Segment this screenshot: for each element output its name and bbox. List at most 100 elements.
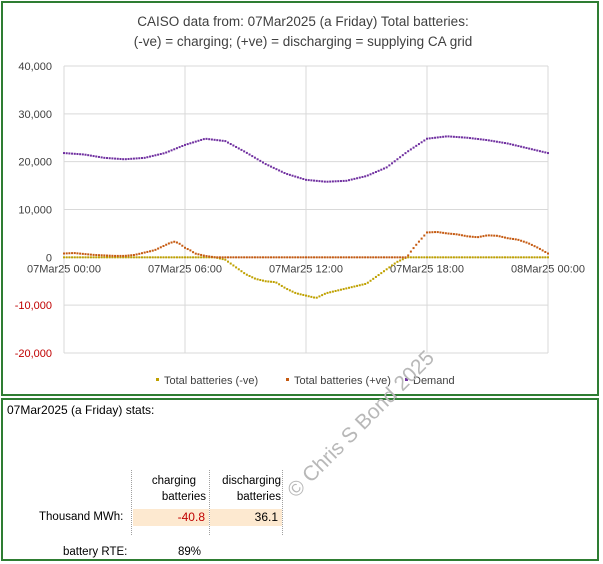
series-2-point	[372, 172, 375, 175]
series-2-point	[302, 178, 305, 181]
series-0-point	[165, 256, 168, 259]
series-1-point	[264, 256, 267, 259]
series-1-point	[434, 231, 437, 234]
series-2-point	[65, 152, 68, 155]
series-0-point	[353, 285, 356, 288]
series-0-point	[286, 288, 289, 291]
series-2-point	[501, 141, 504, 144]
series-0-point	[151, 256, 154, 259]
series-0-point	[202, 256, 205, 259]
chart-frame: CAISO data from: 07Mar2025 (a Friday) To…	[1, 1, 599, 396]
series-1-point	[218, 256, 221, 259]
series-2-point	[210, 138, 213, 141]
series-2-point	[135, 157, 138, 160]
series-0-point	[103, 256, 106, 259]
series-0-point	[256, 278, 259, 281]
series-1-point	[140, 252, 143, 255]
series-2-point	[485, 138, 488, 141]
series-0-point	[194, 256, 197, 259]
series-2-point	[189, 142, 192, 145]
series-2-point	[272, 166, 275, 169]
divider-right	[282, 470, 283, 535]
series-2-point	[97, 155, 100, 158]
series-1-point	[323, 256, 326, 259]
series-1-point	[216, 256, 219, 259]
series-0-point	[547, 256, 549, 259]
series-1-point	[299, 256, 302, 259]
series-0-point	[538, 256, 541, 259]
series-0-point	[374, 275, 377, 278]
series-0-point	[288, 289, 291, 292]
series-1-point	[463, 234, 466, 237]
series-0-point	[119, 256, 122, 259]
series-0-point	[167, 256, 170, 259]
series-2-point	[442, 135, 445, 138]
series-1-point	[415, 243, 418, 246]
series-2-point	[436, 136, 439, 139]
series-1-point	[439, 231, 442, 234]
series-0-point	[146, 256, 149, 259]
series-1-point	[143, 251, 146, 254]
series-2-point	[487, 139, 490, 142]
series-0-point	[407, 256, 410, 259]
series-0-point	[334, 289, 337, 292]
series-2-point	[428, 137, 431, 140]
series-2-point	[167, 150, 170, 153]
series-0-point	[240, 270, 243, 273]
series-2-point	[522, 146, 525, 149]
series-2-point	[296, 176, 299, 179]
series-2-point	[178, 146, 181, 149]
divider-mid	[209, 470, 210, 535]
series-0-point	[520, 256, 523, 259]
series-2-point	[434, 136, 437, 139]
series-0-point	[450, 256, 453, 259]
series-2-point	[286, 173, 289, 176]
series-2-point	[202, 138, 205, 141]
series-0-point	[127, 256, 130, 259]
series-2-point	[356, 177, 359, 180]
series-1-point	[89, 253, 92, 256]
series-0-point	[321, 294, 324, 297]
series-0-point	[100, 256, 103, 259]
series-1-point	[455, 233, 458, 236]
series-0-point	[302, 293, 305, 296]
series-1-point	[423, 234, 426, 237]
series-2-point	[514, 144, 517, 147]
series-1-point	[353, 256, 356, 259]
series-0-point	[106, 256, 109, 259]
series-1-point	[313, 256, 316, 259]
series-1-point	[506, 237, 509, 240]
series-0-point	[237, 268, 240, 271]
series-0-point	[399, 259, 402, 262]
series-2-point	[412, 146, 415, 149]
series-0-point	[192, 256, 195, 259]
series-2-point	[200, 138, 203, 141]
series-1-point	[159, 246, 162, 249]
series-1-point	[106, 254, 109, 257]
series-0-point	[501, 256, 504, 259]
series-0-point	[485, 256, 488, 259]
y-tick-label: 0	[46, 252, 52, 264]
series-0-point	[401, 258, 404, 261]
series-0-point	[369, 279, 372, 282]
legend-label: Total batteries (+ve)	[294, 375, 391, 387]
series-2-point	[288, 173, 291, 176]
series-0-point	[267, 280, 270, 283]
series-1-point	[173, 240, 176, 243]
series-2-point	[417, 143, 420, 146]
series-0-point	[409, 256, 412, 259]
series-1-point	[270, 256, 273, 259]
series-1-point	[525, 241, 528, 244]
rte-label: battery RTE:	[63, 546, 128, 558]
series-1-point	[377, 256, 380, 259]
series-2-point	[264, 163, 267, 166]
series-2-point	[165, 151, 168, 154]
series-1-point	[178, 242, 181, 245]
series-0-point	[339, 288, 342, 291]
x-tick-label: 07Mar25 06:00	[148, 263, 222, 275]
series-0-point	[278, 283, 281, 286]
series-1-point	[331, 256, 334, 259]
series-2-point	[307, 179, 310, 182]
series-2-point	[267, 164, 270, 167]
series-1-point	[509, 237, 512, 240]
